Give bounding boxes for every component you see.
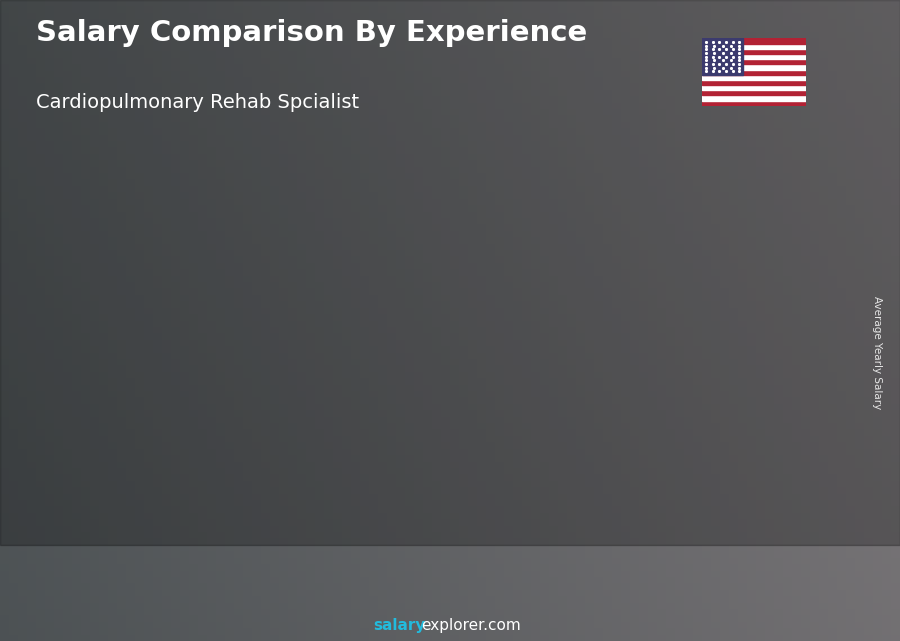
Text: 160,000 USD: 160,000 USD <box>447 278 525 290</box>
Bar <box>713 545 792 564</box>
Bar <box>584 275 588 564</box>
Text: 75,900 USD: 75,900 USD <box>58 419 128 431</box>
Text: +7%: +7% <box>654 200 697 218</box>
Bar <box>584 547 664 564</box>
Bar <box>702 38 806 44</box>
Bar <box>456 548 536 564</box>
Bar <box>456 297 536 564</box>
Bar <box>200 397 280 564</box>
Bar <box>274 397 280 564</box>
Bar <box>456 297 460 564</box>
Bar <box>328 340 331 564</box>
Bar <box>584 275 664 564</box>
Bar <box>787 254 792 564</box>
Bar <box>702 101 806 106</box>
Bar <box>702 44 806 49</box>
Bar <box>702 64 806 69</box>
Bar <box>702 54 806 59</box>
Bar <box>0 0 900 545</box>
Text: 173,000 USD: 173,000 USD <box>575 256 652 269</box>
Bar <box>530 297 536 564</box>
Bar <box>713 254 716 564</box>
Bar <box>702 38 743 75</box>
Text: 185,000 USD: 185,000 USD <box>706 236 783 249</box>
Bar <box>328 340 408 564</box>
Text: Average Yearly Salary: Average Yearly Salary <box>872 296 883 409</box>
Bar <box>328 340 408 349</box>
Bar <box>713 254 792 564</box>
Bar <box>702 85 806 90</box>
Bar <box>702 49 806 54</box>
Text: +32%: +32% <box>136 315 190 333</box>
Bar <box>702 59 806 64</box>
Bar <box>658 275 664 564</box>
Bar <box>200 397 280 404</box>
Bar <box>702 75 806 80</box>
Bar <box>702 96 806 101</box>
Bar <box>200 397 203 564</box>
Bar <box>200 554 280 564</box>
Text: 100,000 USD: 100,000 USD <box>191 378 268 391</box>
Text: explorer.com: explorer.com <box>421 618 521 633</box>
Bar <box>584 275 664 287</box>
Bar <box>72 437 151 564</box>
Text: +8%: +8% <box>526 210 568 228</box>
Bar <box>456 297 536 307</box>
Bar <box>328 551 408 564</box>
Text: +34%: +34% <box>265 269 318 287</box>
Bar <box>702 80 806 85</box>
Text: 134,000 USD: 134,000 USD <box>320 321 396 334</box>
Bar <box>702 69 806 75</box>
Bar <box>72 437 76 564</box>
Text: Salary Comparison By Experience: Salary Comparison By Experience <box>36 19 587 47</box>
Text: +19%: +19% <box>392 219 446 237</box>
Text: Cardiopulmonary Rehab Spcialist: Cardiopulmonary Rehab Spcialist <box>36 93 359 112</box>
Bar <box>72 556 151 564</box>
Bar <box>402 340 408 564</box>
Text: salary: salary <box>374 618 426 633</box>
Bar <box>702 90 806 96</box>
Bar <box>146 437 151 564</box>
Bar <box>713 254 792 267</box>
Bar <box>72 437 151 442</box>
